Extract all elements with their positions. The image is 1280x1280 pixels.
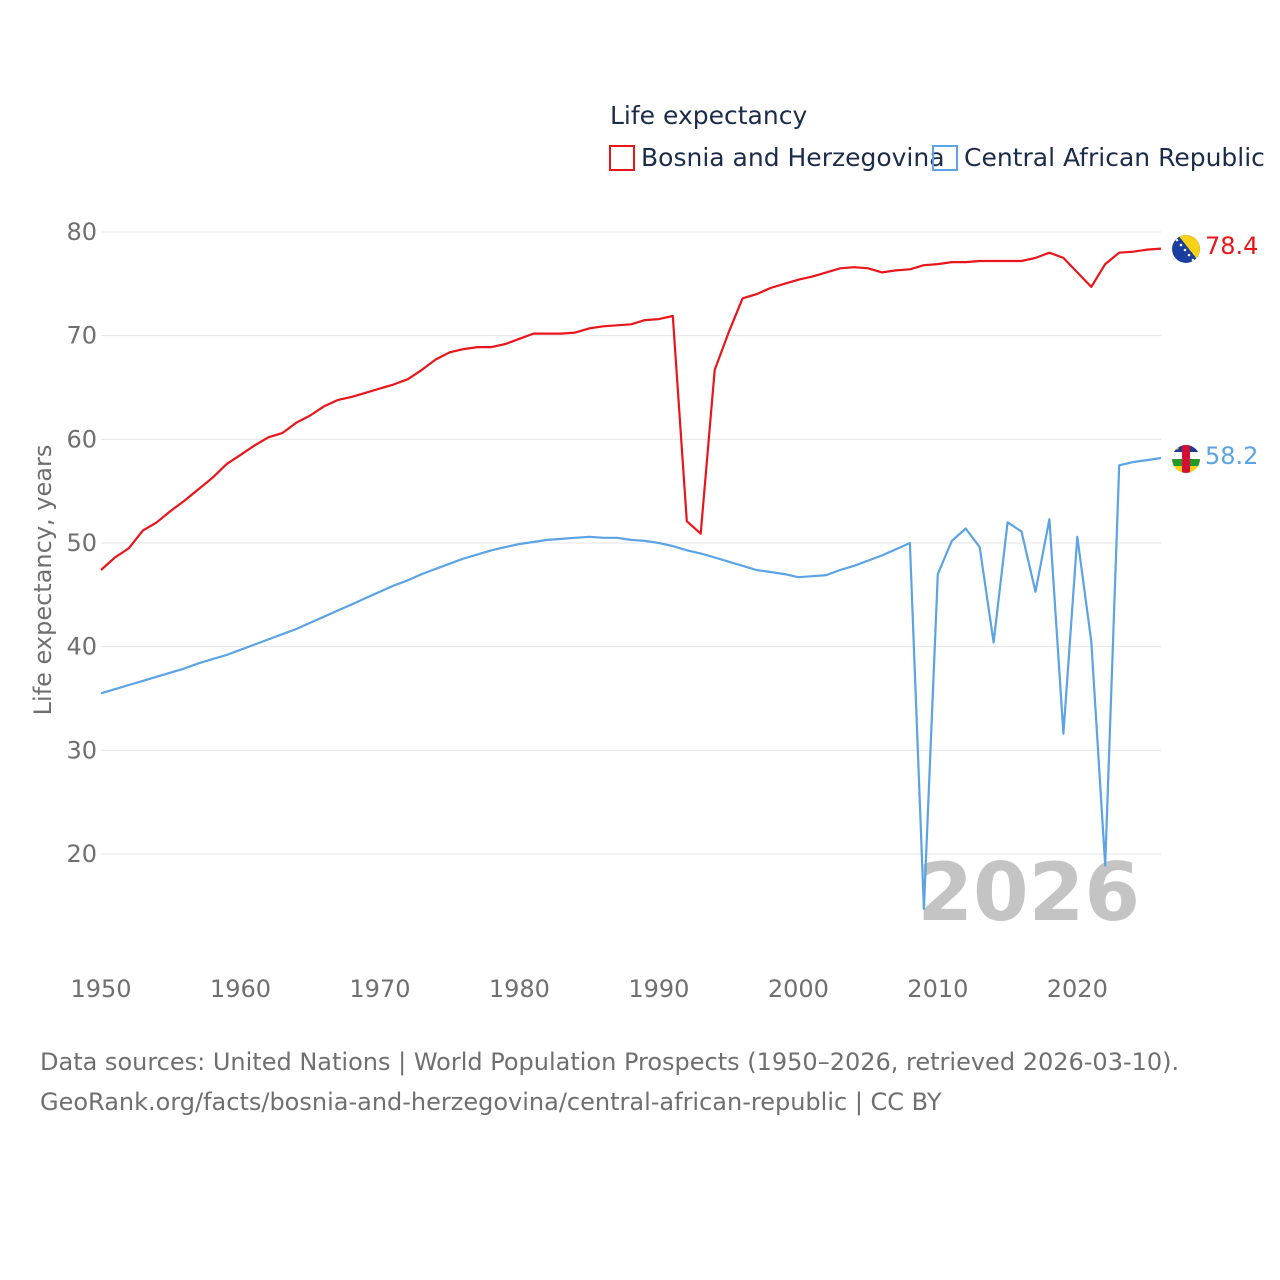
y-axis-label: Life expectancy, years xyxy=(29,445,57,716)
x-tick-label: 1950 xyxy=(70,975,131,1003)
year-watermark: 2026 xyxy=(917,846,1140,939)
y-tick-label: 40 xyxy=(66,633,97,661)
y-tick-label: 80 xyxy=(66,218,97,246)
series-lines xyxy=(100,247,1162,911)
gridlines xyxy=(101,231,1161,855)
x-tick-label: 1990 xyxy=(628,975,689,1003)
x-tick-label: 1960 xyxy=(210,975,271,1003)
car-flag-icon xyxy=(1172,445,1200,473)
source-footer: Data sources: United Nations | World Pop… xyxy=(40,1042,1250,1122)
source-line-1: Data sources: United Nations | World Pop… xyxy=(40,1048,1180,1076)
x-tick-label: 1980 xyxy=(489,975,550,1003)
x-tick-label: 2010 xyxy=(907,975,968,1003)
legend-label-car: Central African Republic xyxy=(964,143,1265,172)
series-line-bosnia[interactable] xyxy=(100,247,1162,571)
legend-item-bosnia[interactable]: Bosnia and Herzegovina xyxy=(609,143,945,172)
y-tick-label: 50 xyxy=(66,529,97,557)
bosnia-flag-icon xyxy=(1172,235,1200,263)
x-tick-label: 2020 xyxy=(1047,975,1108,1003)
x-tick-label: 1970 xyxy=(349,975,410,1003)
x-tick-label: 2000 xyxy=(768,975,829,1003)
y-tick-label: 30 xyxy=(66,736,97,764)
source-line-2: GeoRank.org/facts/bosnia-and-herzegovina… xyxy=(40,1088,942,1116)
y-tick-label: 60 xyxy=(66,425,97,453)
legend-swatch-car xyxy=(932,145,958,171)
end-label-bosnia: 78.4 xyxy=(1205,232,1258,260)
line-chart: Life expectancy Bosnia and Herzegovina C… xyxy=(29,101,1265,1003)
y-tick-label: 70 xyxy=(66,322,97,350)
x-axis-ticks: 1950 1960 1970 1980 1990 2000 2010 2020 xyxy=(70,975,1107,1003)
legend-swatch-bosnia xyxy=(609,145,635,171)
y-tick-label: 20 xyxy=(66,840,97,868)
legend-label-bosnia: Bosnia and Herzegovina xyxy=(641,143,945,172)
series-line-car[interactable] xyxy=(100,456,1162,911)
legend-title: Life expectancy xyxy=(610,101,807,130)
end-label-car: 58.2 xyxy=(1205,442,1258,470)
y-axis-ticks: 20 30 40 50 60 70 80 xyxy=(66,218,97,868)
legend-item-car[interactable]: Central African Republic xyxy=(932,143,1265,172)
